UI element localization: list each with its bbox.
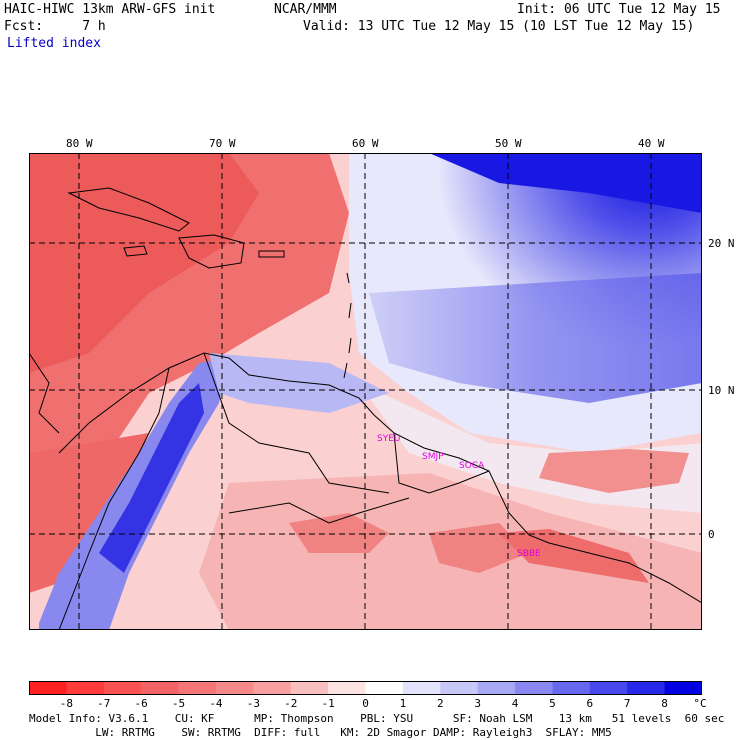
colorbar-swatch [215,681,254,695]
forecast-hour: Fcst: 7 h [4,19,106,34]
colorbar-tick-label: 0 [362,697,369,710]
colorbar-swatch [627,681,666,695]
colorbar-swatch [29,681,67,695]
model-info-line1: Model Info: V3.6.1 CU: KF MP: Thompson P… [29,712,725,725]
jamaica-coastline [123,245,148,257]
station-label-sbbe: SBBE [517,549,541,559]
lesser-antilles [343,272,352,379]
field-name: Lifted index [7,36,101,51]
south-america-red [29,433,149,593]
lat-label-10n: 10 N [708,384,735,397]
lat-lon-grid [29,153,702,630]
ne-deep-blue [429,153,702,213]
station-label-soca: SOCA [459,461,485,471]
colorbar-tick-label: 6 [586,697,594,710]
colorbar-tick-label: -1 [321,697,335,710]
central-america-coastline [29,352,60,434]
itcz-red-patches [539,449,689,493]
country-border-colombia [58,367,170,630]
colorbar-swatch [477,681,516,695]
amazon-mouth-red [499,529,649,583]
lifted-index-map: SYEU SMJP SOCA SBBE [29,153,702,630]
colorbar-swatch [515,681,553,695]
colorbar-swatch [66,681,105,695]
colorbar-tick-label: 8 [661,697,668,710]
model-info-line2: LW: RRTMG SW: RRTMG DIFF: full KM: 2D Sm… [29,726,612,739]
lon-label-60w: 60 W [352,137,379,150]
atlantic-stable-band [369,273,702,403]
colorbar-swatch [141,681,180,695]
lon-label-50w: 50 W [495,137,522,150]
venezuela-blue [209,353,389,413]
colorbar-tick-label: 4 [511,697,519,710]
andes-core [99,383,204,573]
colorbar-tick-label: 3 [474,697,481,710]
country-border-venezuela [203,352,390,494]
colorbar [29,681,702,695]
amazon-patches [289,513,589,573]
colorbar-swatch [440,681,479,695]
colorbar-tick-label: 1 [399,697,407,710]
colorbar-swatch [664,681,702,695]
valid-time: Valid: 13 UTC Tue 12 May 15 (10 LST Tue … [303,19,695,34]
cuba-coastline [67,187,190,232]
colorbar-frame [29,681,702,695]
colorbar-tick-label: -5 [171,697,186,710]
title-center: NCAR/MMM [274,2,337,17]
hispaniola-coastline [178,234,245,269]
caribbean-core [29,153,259,373]
colorbar-swatch [589,681,628,695]
init-time: Init: 06 UTC Tue 12 May 15 [517,2,721,17]
lat-label-20n: 20 N [708,237,735,250]
colorbar-tick-label: -4 [209,697,223,710]
country-border-brazil [228,497,410,524]
colorbar-swatch [328,681,366,695]
colorbar-swatch [552,681,591,695]
colorbar-swatch [178,681,217,695]
lon-label-70w: 70 W [209,137,236,150]
lat-label-0: 0 [708,528,715,541]
colorbar-unit: °C [693,697,707,710]
station-label-smjp: SMJP [422,452,444,462]
coastlines [29,187,702,630]
colorbar-tick-label: -6 [134,697,148,710]
colorbar-swatch [365,681,404,695]
colorbar-swatch [103,681,142,695]
colorbar-tick-label: -2 [284,697,298,710]
colorbar-tick-label: 7 [623,697,631,710]
south-america-coastline [58,352,702,604]
colorbar-swatch [402,681,441,695]
title-left: HAIC-HIWC 13km ARW-GFS init [4,2,216,17]
colorbar-tick-label: 5 [549,697,556,710]
colorbar-tick-label: 2 [436,697,444,710]
lon-label-80w: 80 W [66,137,93,150]
country-border-guianas [393,432,490,494]
station-label-syeu: SYEU [377,434,400,444]
map-frame [29,153,702,630]
lon-label-40w: 40 W [638,137,665,150]
colorbar-tick-label: -3 [246,697,260,710]
colorbar-swatch [290,681,329,695]
colorbar-swatch [253,681,292,695]
colorbar-tick-label: -8 [59,697,73,710]
colorbar-tick-label: -7 [97,697,111,710]
puerto-rico-coastline [258,250,285,258]
